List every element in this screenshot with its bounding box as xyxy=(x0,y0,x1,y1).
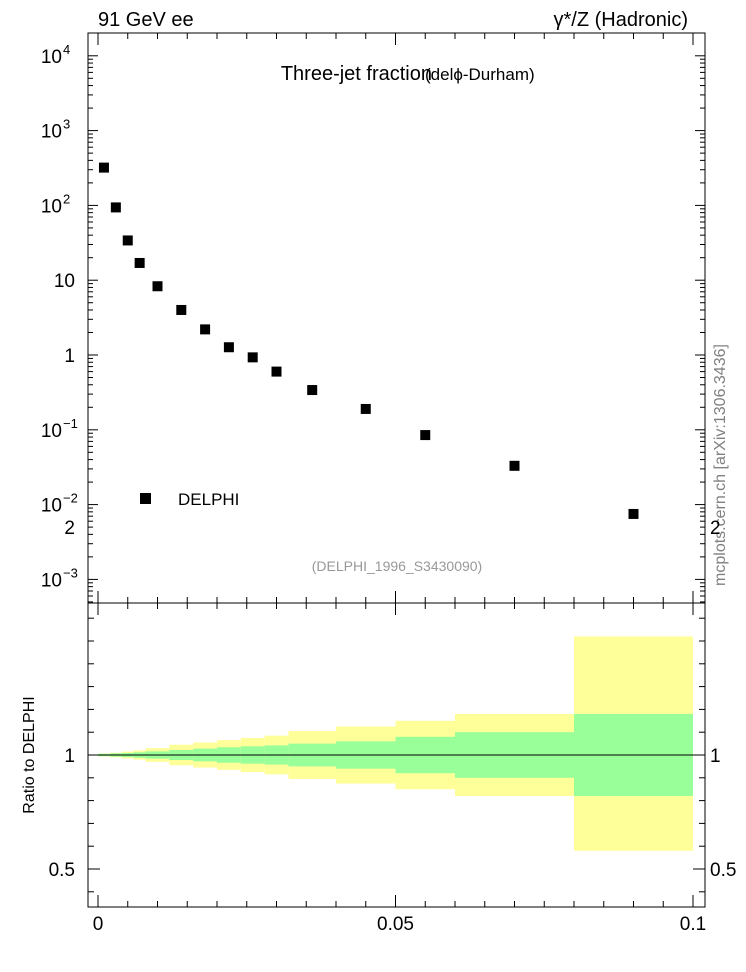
y-tick-label: 10 xyxy=(41,47,62,68)
header-right-title: γ*/Z (Hadronic) xyxy=(554,9,688,31)
data-point xyxy=(98,162,109,173)
y-tick-label-exponent: 4 xyxy=(63,42,70,57)
data-point xyxy=(420,430,431,441)
data-point xyxy=(200,324,211,335)
main-plot-frame xyxy=(87,32,706,604)
y-tick-label: 10 xyxy=(41,496,62,517)
x-tick-label: 0.05 xyxy=(377,914,414,935)
legend-label: DELPHI xyxy=(178,490,239,509)
y-tick-label: 1 xyxy=(64,346,75,367)
analysis-label: (DELPHI_1996_S3430090) xyxy=(312,558,482,574)
x-tick-label: 0.1 xyxy=(680,914,706,935)
side-credit-label: mcplots.cern.ch [arXiv:1306.3436] xyxy=(712,344,729,586)
y-tick-label-exponent: −3 xyxy=(63,565,78,580)
data-point xyxy=(110,202,121,213)
y-tick-label: 10 xyxy=(41,570,62,591)
chart-title: Three-jet fraction xyxy=(281,63,432,85)
header-left-title: 91 GeV ee xyxy=(98,9,194,31)
legend-marker xyxy=(140,493,151,504)
ratio-y-tick-label-left: 1 xyxy=(64,746,75,767)
y-tick-label: 10 xyxy=(41,122,62,143)
y-tick-label-exponent: 3 xyxy=(63,117,70,132)
ratio-y-tick-label-left: 2 xyxy=(64,518,75,539)
data-point xyxy=(134,257,145,268)
data-point xyxy=(307,385,318,396)
delphi-data-points xyxy=(98,162,639,519)
x-tick-label: 0 xyxy=(93,914,104,935)
ratio-y-axis-label: Ratio to DELPHI xyxy=(21,696,38,813)
ratio-uncertainty-bands xyxy=(98,636,693,851)
y-tick-label-exponent: −2 xyxy=(63,491,78,506)
ratio-plot-y-tick-labels: 0.5 0.5 1 1 2 2 xyxy=(49,518,737,881)
chart-subtitle: (delϕ-Durham) xyxy=(425,65,535,84)
data-point xyxy=(509,460,520,471)
data-point xyxy=(223,342,234,353)
ratio-plot-panel: 0.5 0.5 1 1 2 2 0 0.05 0.1 Ratio to DELPHI xyxy=(21,518,736,935)
ratio-y-tick-label-right: 0.5 xyxy=(710,860,736,881)
x-axis-tick-labels: 0 0.05 0.1 xyxy=(93,914,707,935)
y-tick-label: 10 xyxy=(41,196,62,217)
y-tick-label: 10 xyxy=(54,271,75,292)
y-tick-label: 10 xyxy=(41,421,62,442)
data-point xyxy=(271,366,282,377)
data-point xyxy=(122,235,133,246)
data-point xyxy=(152,281,163,292)
data-point xyxy=(628,508,639,519)
data-point xyxy=(360,403,371,414)
y-tick-label-exponent: −1 xyxy=(63,416,78,431)
ratio-y-tick-label-right: 2 xyxy=(710,518,721,539)
ratio-y-tick-label-right: 1 xyxy=(710,746,721,767)
y-tick-label-exponent: 2 xyxy=(63,191,70,206)
data-point xyxy=(176,304,187,315)
main-plot-ticks xyxy=(88,33,705,603)
ratio-plot-ticks xyxy=(88,603,705,907)
data-point xyxy=(247,352,258,363)
ratio-y-tick-label-left: 0.5 xyxy=(49,860,75,881)
